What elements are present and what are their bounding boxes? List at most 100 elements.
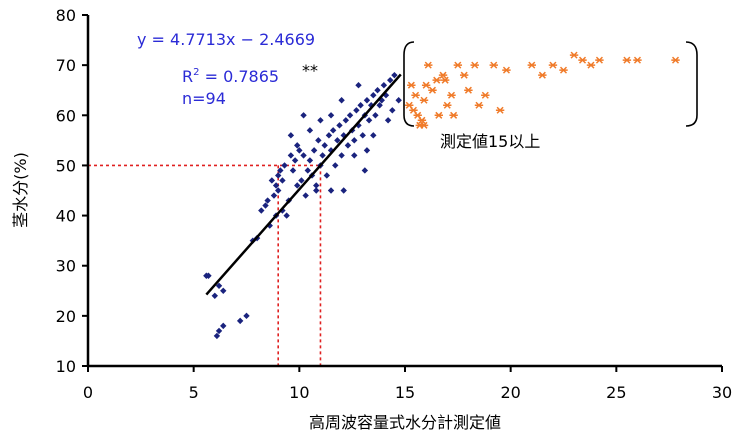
- data-point-asterisk: [424, 61, 433, 69]
- data-point-diamond: [306, 127, 314, 134]
- data-point-asterisk: [411, 91, 420, 99]
- y-tick-label: 30: [56, 257, 76, 276]
- data-point-asterisk: [421, 81, 431, 89]
- y-tick-label: 70: [56, 56, 76, 75]
- data-point-diamond: [327, 112, 335, 119]
- data-point-diamond: [338, 97, 345, 104]
- data-point-diamond: [365, 117, 373, 124]
- data-point-diamond: [313, 182, 320, 189]
- data-point-asterisk: [434, 111, 444, 119]
- data-point-diamond: [332, 162, 339, 169]
- data-point-diamond: [275, 172, 282, 179]
- data-point-asterisk: [438, 71, 448, 79]
- data-point-diamond: [298, 177, 305, 184]
- data-point-asterisk: [443, 101, 452, 109]
- data-point-diamond: [243, 312, 250, 320]
- data-point-diamond: [281, 162, 288, 169]
- data-point-diamond: [357, 102, 364, 109]
- data-point-diamond: [361, 167, 369, 174]
- data-point-diamond: [355, 82, 362, 89]
- data-point-asterisk: [449, 111, 458, 119]
- data-point-asterisk: [495, 106, 505, 114]
- data-point-diamond: [277, 167, 284, 174]
- y-tick-label: 80: [56, 6, 76, 25]
- y-tick-label: 60: [56, 106, 76, 125]
- y-tick-label: 40: [56, 207, 76, 226]
- data-point-diamond: [306, 157, 314, 164]
- data-point-diamond: [334, 137, 341, 144]
- data-point-diamond: [370, 132, 377, 139]
- data-point-diamond: [287, 152, 295, 159]
- y-tick-label: 50: [56, 156, 76, 175]
- data-point-diamond: [370, 92, 377, 99]
- data-point-diamond: [294, 142, 301, 149]
- data-point-diamond: [215, 327, 223, 335]
- data-point-asterisk: [407, 81, 416, 89]
- data-point-diamond: [346, 112, 354, 119]
- data-point-asterisk: [548, 61, 558, 69]
- data-point-diamond: [395, 97, 402, 104]
- data-point-diamond: [317, 117, 324, 124]
- data-point-asterisk: [409, 106, 418, 114]
- regression-equation: y = 4.7713x − 2.4669: [137, 30, 315, 49]
- x-tick-label: 15: [395, 383, 415, 402]
- data-point-diamond: [315, 137, 322, 144]
- guide-lines: [88, 164, 322, 366]
- data-point-diamond: [262, 202, 269, 209]
- data-point-diamond: [279, 177, 286, 184]
- data-point-asterisk: [559, 66, 568, 74]
- data-point-asterisk: [447, 91, 456, 99]
- r2-superscript: 2: [193, 67, 199, 78]
- data-point-diamond: [270, 192, 278, 199]
- data-point-diamond: [351, 152, 358, 159]
- x-tick-label: 20: [500, 383, 520, 402]
- data-point-diamond: [264, 197, 271, 204]
- regression-line-group: [205, 73, 402, 296]
- data-point-diamond: [344, 142, 352, 149]
- data-point-diamond: [338, 152, 345, 159]
- data-point-asterisk: [405, 101, 414, 109]
- data-point-diamond: [268, 177, 276, 184]
- axes: 0 5 10 15 20 25 30 10 20 30 40 50 60 70 80: [56, 6, 733, 402]
- data-point-asterisk: [470, 61, 479, 69]
- data-point-diamond: [329, 127, 337, 134]
- data-point-diamond: [363, 147, 371, 154]
- x-axis-label: 高周波容量式水分計測定値: [309, 413, 501, 432]
- x-tick-label: 5: [189, 383, 199, 402]
- data-point-diamond: [387, 76, 394, 84]
- data-point-asterisk: [413, 111, 422, 119]
- x-tick-label: 30: [712, 383, 732, 402]
- data-point-asterisk: [474, 101, 484, 109]
- data-point-diamond: [374, 87, 381, 94]
- data-point-diamond: [220, 287, 227, 294]
- data-point-asterisk: [481, 91, 490, 99]
- data-point-asterisk: [453, 61, 463, 69]
- data-point-diamond: [310, 147, 318, 154]
- bracket-label: 測定値15以上: [440, 132, 540, 151]
- data-point-diamond: [380, 82, 388, 89]
- r2-value: = 0.7865: [200, 67, 280, 86]
- data-point-diamond: [372, 112, 379, 119]
- data-point-diamond: [359, 132, 366, 139]
- data-points: [203, 51, 680, 340]
- data-point-asterisk: [595, 56, 604, 64]
- data-point-asterisk: [578, 56, 587, 64]
- x-tick-label: 10: [289, 383, 309, 402]
- data-point-asterisk: [489, 61, 498, 69]
- data-point-asterisk: [440, 76, 450, 84]
- y-axis-label: 茎水分(%): [11, 152, 30, 228]
- x-tick-label: 0: [83, 383, 93, 402]
- data-point-diamond: [384, 117, 392, 124]
- data-point-asterisk: [502, 66, 511, 74]
- data-point-asterisk: [622, 56, 632, 64]
- data-point-diamond: [353, 107, 360, 114]
- data-point-diamond: [391, 71, 398, 79]
- data-point-diamond: [325, 132, 333, 139]
- data-point-diamond: [211, 292, 218, 299]
- data-point-diamond: [294, 182, 301, 189]
- r2-letter: R: [182, 67, 193, 86]
- data-point-asterisk: [569, 51, 579, 59]
- bracket-group: [403, 41, 698, 127]
- data-point-diamond: [327, 187, 335, 194]
